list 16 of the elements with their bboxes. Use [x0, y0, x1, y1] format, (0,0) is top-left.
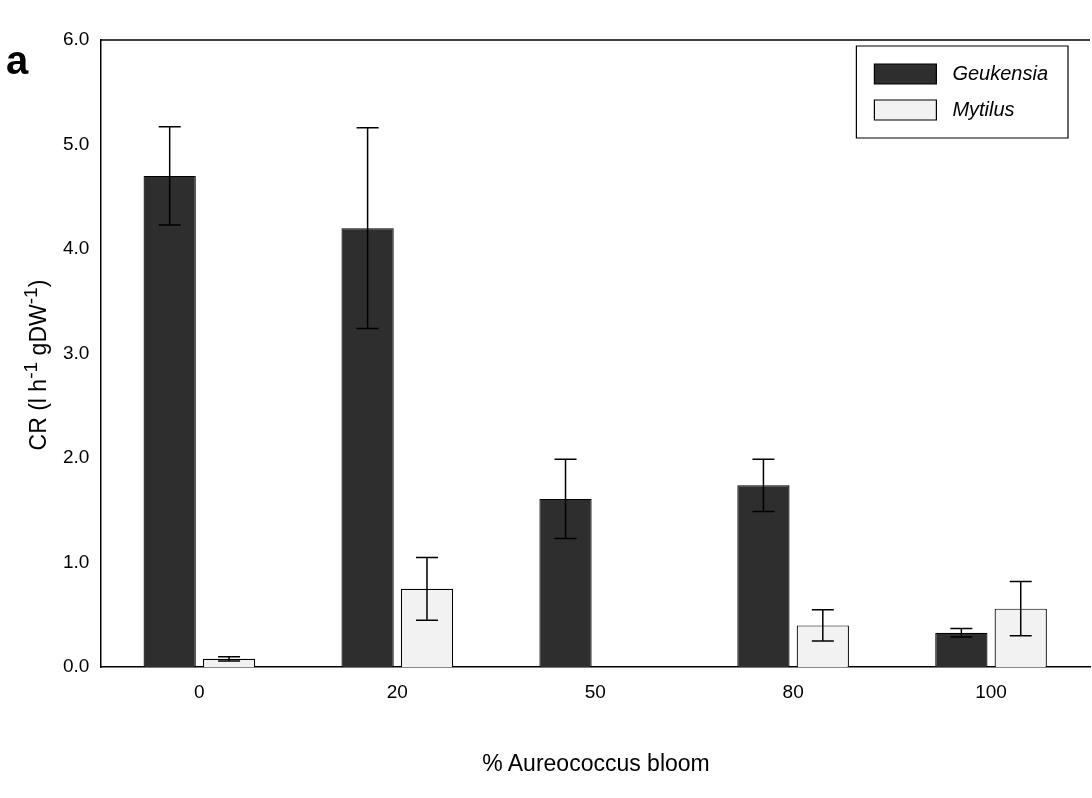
- y-tick-label: 2.0: [62, 446, 90, 468]
- y-tick-label: 3.0: [62, 341, 90, 363]
- y-tick-label: 5.0: [62, 132, 90, 154]
- y-tick-label: 6.0: [62, 28, 90, 50]
- y-tick-label: 4.0: [62, 237, 90, 259]
- x-tick-label: 20: [386, 680, 408, 702]
- x-axis-title: % Aureococcus bloom: [481, 750, 711, 777]
- x-tick-label: 0: [194, 680, 205, 702]
- y-tick-label: 1.0: [62, 550, 90, 572]
- legend-label: Mytilus: [952, 97, 1015, 120]
- x-tick-label: 80: [782, 680, 804, 702]
- text: a: [6, 38, 29, 83]
- x-tick-label: 50: [584, 680, 606, 702]
- y-tick-label: 0.0: [62, 655, 90, 677]
- legend-label: Geukensia: [952, 61, 1049, 84]
- x-tick-label: 100: [975, 680, 1007, 702]
